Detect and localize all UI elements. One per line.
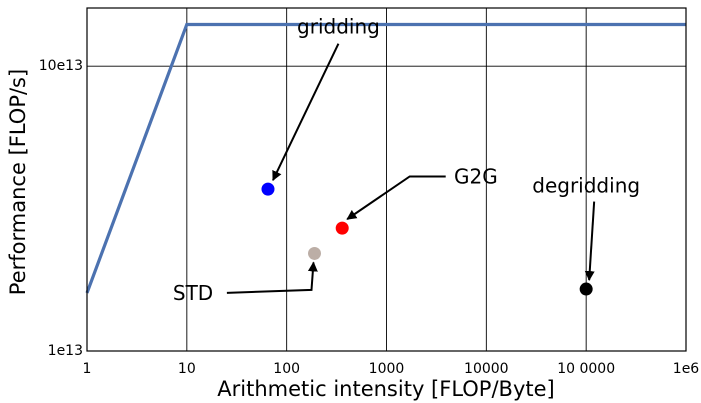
annotation-label-degridding: degridding (532, 174, 640, 198)
roofline-series (85, 22, 686, 294)
annotation-arrow-gridding (272, 43, 340, 182)
point-g2g (335, 221, 349, 235)
annotation-arrow-degridding (584, 201, 596, 282)
annotation-arrow-g2g (346, 175, 446, 220)
annotation-label-g2g: G2G (454, 164, 498, 188)
y-tick-label: 1e13 (48, 343, 83, 359)
annotation-label-std: STD (173, 281, 213, 305)
y-tick-label: 10e13 (39, 58, 83, 74)
point-degridding (579, 282, 593, 296)
x-tick-label: 10000 (464, 361, 509, 377)
x-tick-label: 1e6 (673, 361, 700, 377)
data-points (261, 182, 593, 296)
point-annotations: gridding G2G STD degridding (173, 15, 640, 305)
y-tick-labels: 1e13 10e13 (39, 58, 83, 359)
annotation-arrow-std (226, 261, 318, 294)
grid-lines (87, 8, 686, 351)
roofline-line (85, 22, 686, 294)
annotation-label-gridding: gridding (297, 15, 380, 39)
x-tick-label: 10 0000 (557, 361, 615, 377)
x-axis-label: Arithmetic intensity [FLOP/Byte] (217, 377, 554, 401)
point-std (307, 246, 321, 260)
x-tick-label: 100 (273, 361, 300, 377)
x-tick-label: 1000 (369, 361, 405, 377)
plot-frame (86, 7, 687, 352)
y-axis-label: Performance [FLOP/s] (6, 69, 30, 295)
x-tick-label: 10 (178, 361, 196, 377)
x-tick-labels: 1 10 100 1000 10000 10 0000 1e6 (83, 361, 700, 377)
point-gridding (261, 182, 275, 196)
x-tick-label: 1 (83, 361, 92, 377)
